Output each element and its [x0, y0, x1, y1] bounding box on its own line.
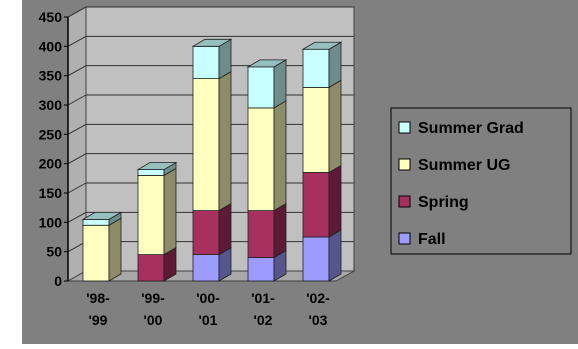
- x-tick-label: '01: [199, 312, 218, 328]
- bar-fall-5-side: [329, 230, 341, 281]
- x-tick-label: '01-: [251, 290, 275, 306]
- bar-summer-ug-1-side: [109, 218, 121, 281]
- bar-summer-grad-4-side: [274, 60, 286, 108]
- legend-swatch-summer-ug: [399, 159, 410, 170]
- y-tick-label: 450: [39, 9, 63, 25]
- x-tick-label: '00-: [196, 290, 220, 306]
- y-tick-label: 150: [39, 185, 63, 201]
- bar-summer-ug-4-side: [274, 101, 286, 211]
- bar-summer-ug-4: [248, 108, 274, 211]
- bar-spring-5-side: [329, 165, 341, 237]
- bar-summer-grad-5-side: [329, 42, 341, 87]
- x-tick-label: '98-: [86, 290, 110, 306]
- y-tick-label: 250: [39, 126, 63, 142]
- y-tick-label: 0: [54, 273, 62, 289]
- y-tick-label: 350: [39, 68, 63, 84]
- x-tick-label: '99-: [141, 290, 165, 306]
- bar-spring-3-side: [219, 204, 231, 255]
- y-tick-label: 100: [39, 214, 63, 230]
- bar-summer-ug-2: [138, 175, 164, 254]
- bar-spring-2: [138, 255, 164, 281]
- bar-summer-grad-5: [303, 49, 329, 87]
- x-tick-label: '02: [254, 312, 273, 328]
- y-tick-label: 400: [39, 38, 63, 54]
- legend-label-spring: Spring: [418, 194, 469, 211]
- legend-swatch-fall: [399, 233, 410, 244]
- bar-spring-5: [303, 172, 329, 237]
- legend-swatch-summer-grad: [399, 122, 410, 133]
- x-tick-label: '03: [309, 312, 328, 328]
- legend-label-summer-ug: Summer UG: [418, 157, 510, 174]
- bar-spring-4-side: [274, 204, 286, 258]
- legend-label-summer-grad: Summer Grad: [418, 120, 524, 137]
- bar-summer-ug-5-side: [329, 80, 341, 172]
- y-tick-label: 200: [39, 156, 63, 172]
- x-tick-label: '00: [144, 312, 163, 328]
- legend-swatch-spring: [399, 196, 410, 207]
- bar-summer-ug-2-side: [164, 168, 176, 254]
- bar-summer-grad-3: [193, 46, 219, 78]
- bar-summer-grad-4: [248, 67, 274, 108]
- bar-summer-ug-3: [193, 79, 219, 211]
- bar-summer-ug-1: [83, 225, 109, 281]
- bar-spring-4: [248, 211, 274, 258]
- x-tick-label: '02-: [306, 290, 330, 306]
- x-tick-label: '99: [89, 312, 108, 328]
- y-tick-label: 300: [39, 97, 63, 113]
- bar-summer-ug-3-side: [219, 72, 231, 211]
- bar-summer-grad-2: [138, 170, 164, 176]
- bar-spring-3: [193, 211, 219, 255]
- bar-summer-grad-1: [83, 219, 109, 225]
- bar-fall-4: [248, 258, 274, 281]
- legend-label-fall: Fall: [418, 231, 446, 248]
- bar-fall-5: [303, 237, 329, 281]
- y-tick-label: 50: [46, 244, 62, 260]
- bar-fall-3: [193, 255, 219, 281]
- bar-summer-ug-5: [303, 87, 329, 172]
